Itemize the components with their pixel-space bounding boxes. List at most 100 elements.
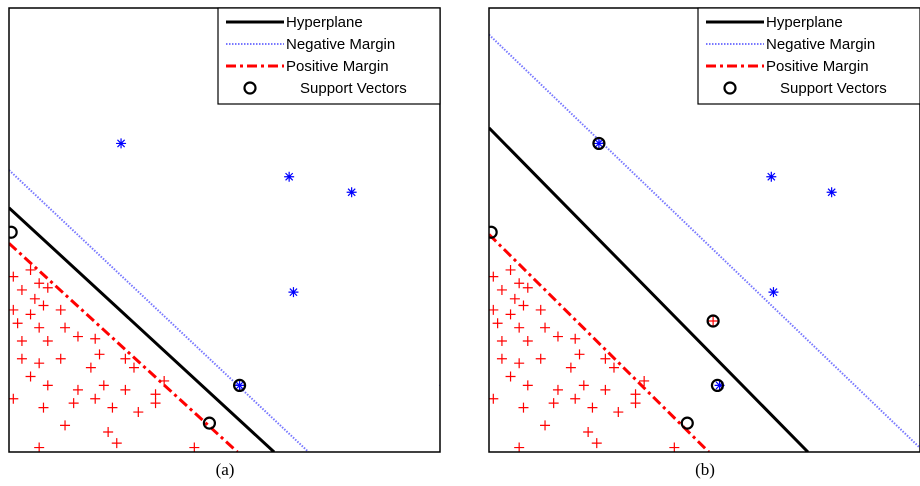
support-vector-marker — [706, 314, 720, 328]
positive-point — [55, 304, 66, 315]
positive-point — [90, 333, 101, 344]
positive-point — [552, 384, 563, 395]
negative-point — [593, 138, 604, 149]
positive-point — [55, 353, 66, 364]
positive-point — [128, 362, 139, 373]
positive-point — [489, 271, 499, 282]
positive-point — [120, 353, 131, 364]
negative-point — [826, 187, 837, 198]
positive-point — [639, 375, 650, 386]
legend-label: Support Vectors — [300, 80, 407, 97]
positive-point — [535, 353, 546, 364]
positive-point — [540, 322, 551, 333]
positive-point — [522, 282, 533, 293]
positive-point — [535, 304, 546, 315]
positive-point — [42, 380, 53, 391]
panel-b-caption: (b) — [695, 460, 715, 479]
positive-point — [16, 336, 27, 346]
positive-point — [669, 442, 680, 452]
support-vector-marker — [710, 378, 725, 392]
positive-point — [34, 358, 45, 369]
panel-a: Hyperplane Negative Margin Positive Margin… — [8, 7, 441, 453]
legend-support-vector-swatch — [723, 81, 737, 95]
positive-point — [548, 398, 559, 409]
positive-point — [608, 362, 619, 373]
positive-point — [25, 264, 36, 275]
positive-point — [9, 304, 19, 315]
positive-point — [103, 427, 114, 438]
positive-point — [600, 353, 611, 364]
positive-point — [630, 389, 641, 400]
positive-margin-line — [489, 233, 710, 452]
legend: Hyperplane Negative Margin Positive Margin… — [217, 7, 441, 105]
positive-point — [34, 442, 45, 452]
panel-b: Hyperplane Negative Margin Positive Margin… — [488, 7, 920, 453]
negative-point — [768, 287, 779, 298]
support-vector-marker — [489, 225, 498, 239]
positive-point — [38, 300, 49, 311]
positive-point — [496, 353, 507, 364]
positive-point — [98, 380, 109, 391]
positive-point — [514, 278, 525, 289]
positive-point — [90, 393, 101, 404]
legend: Hyperplane Negative Margin Positive Margin… — [697, 7, 920, 105]
positive-point — [600, 384, 611, 395]
positive-point — [107, 402, 118, 413]
positive-point — [189, 442, 200, 452]
positive-point — [570, 393, 581, 404]
positive-point — [496, 336, 507, 346]
legend-label: Hyperplane — [286, 14, 363, 31]
negative-point — [714, 380, 725, 391]
positive-point — [60, 420, 71, 431]
positive-point — [38, 402, 49, 413]
negative-point — [346, 187, 357, 198]
positive-point — [489, 304, 499, 315]
positive-point — [72, 331, 83, 342]
positive-point — [42, 282, 53, 293]
positive-point — [492, 318, 503, 329]
legend-label: Support Vectors — [780, 80, 887, 97]
panel-a-caption: (a) — [216, 460, 235, 479]
positive-point — [509, 293, 520, 304]
positive-point — [630, 398, 641, 409]
legend-label: Positive Margin — [766, 58, 869, 75]
positive-point — [9, 271, 19, 282]
support-vector-marker — [9, 225, 18, 239]
plot-area — [9, 138, 440, 452]
positive-point — [522, 380, 533, 391]
support-vector-marker — [680, 416, 694, 430]
legend-label: Negative Margin — [286, 36, 395, 53]
positive-point — [85, 362, 96, 373]
positive-point — [16, 353, 27, 364]
negative-point — [116, 138, 127, 149]
positive-point — [496, 284, 507, 295]
positive-point — [583, 427, 594, 438]
legend-support-vector-swatch — [243, 81, 257, 95]
negative-point — [234, 380, 245, 391]
positive-point — [16, 284, 27, 295]
positive-point — [591, 438, 602, 449]
positive-point — [159, 375, 170, 386]
positive-point — [578, 380, 589, 391]
positive-point — [60, 322, 71, 333]
positive-point — [25, 309, 36, 320]
positive-point — [111, 438, 122, 449]
positive-point — [613, 407, 624, 418]
positive-point — [120, 384, 131, 395]
positive-point — [505, 309, 516, 320]
legend-label: Negative Margin — [766, 36, 875, 53]
positive-point — [34, 322, 45, 333]
positive-point — [489, 393, 499, 404]
positive-point — [514, 322, 525, 333]
negative-margin-line — [9, 169, 310, 452]
positive-point — [94, 349, 105, 360]
legend-label: Hyperplane — [766, 14, 843, 31]
positive-point — [570, 333, 581, 344]
negative-point — [439, 384, 440, 386]
positive-point — [565, 362, 576, 373]
positive-margin-line — [9, 242, 239, 452]
positive-point — [708, 316, 719, 327]
support-vector-marker — [232, 378, 247, 392]
hyperplane-line — [9, 206, 276, 452]
